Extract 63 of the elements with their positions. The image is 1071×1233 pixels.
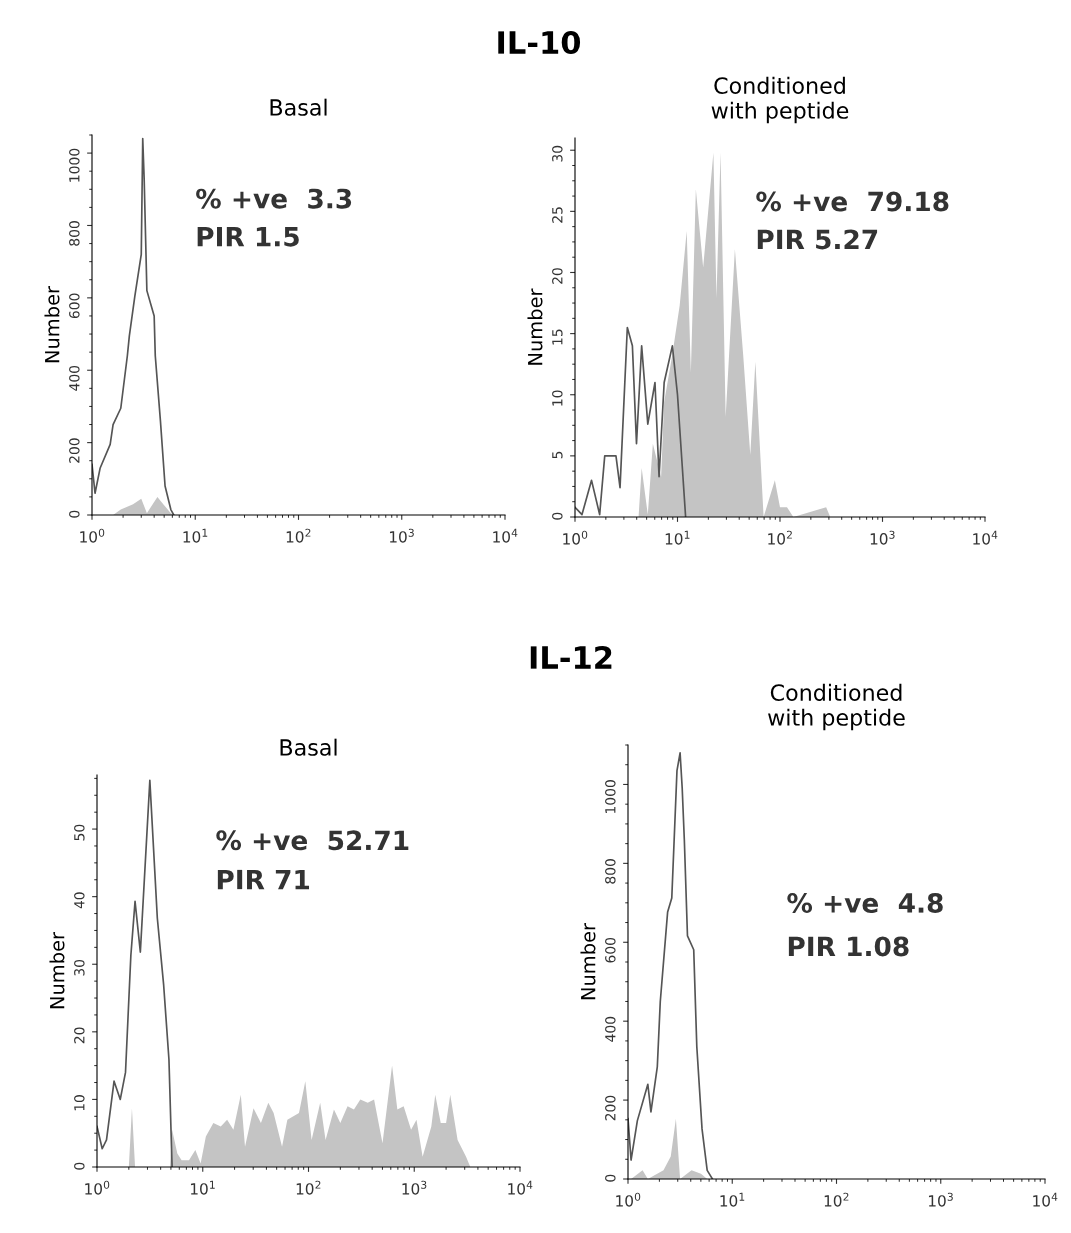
y-axis-title: Number: [527, 288, 543, 365]
x-tick-label: 10$^{3}$: [870, 530, 895, 545]
annotation: PIR 5.27: [757, 229, 878, 250]
y-tick-label: 1000: [605, 780, 616, 813]
annotation: % +ve 4.8: [787, 893, 943, 913]
x-tick-label: 10$^{3}$: [402, 1180, 427, 1195]
x-tick-label: 10$^{1}$: [720, 1192, 745, 1207]
y-tick-label: 0: [552, 512, 563, 520]
x-tick-label: 10$^{4}$: [508, 1180, 533, 1195]
x-tick-label: 10$^{3}$: [928, 1192, 953, 1207]
chart-subtitle: Conditioned with peptide: [768, 683, 905, 731]
x-tick-label: 10$^{1}$: [665, 530, 690, 545]
annotation: % +ve 79.18: [756, 191, 949, 212]
y-tick-label: 200: [605, 1095, 616, 1121]
y-tick-label: 800: [605, 859, 616, 884]
annotation: PIR 71: [217, 869, 310, 890]
y-tick-label: 30: [552, 145, 563, 162]
x-tick-label: 10$^{0}$: [616, 1192, 641, 1207]
x-tick-label: 10$^{1}$: [183, 528, 208, 543]
y-axis-title: Number: [49, 931, 65, 1009]
y-tick-label: 0: [69, 510, 80, 518]
y-axis-title: Number: [580, 922, 596, 1000]
annotation: PIR 1.08: [788, 936, 909, 957]
y-tick-label: 25: [552, 207, 563, 223]
x-tick-label: 10$^{4}$: [1033, 1192, 1058, 1207]
y-tick-label: 40: [74, 892, 85, 909]
y-tick-label: 400: [605, 1016, 616, 1042]
y-tick-label: 30: [74, 959, 85, 976]
chart-subtitle: Basal: [280, 738, 337, 756]
y-tick-label: 10: [552, 390, 563, 406]
chart-title: IL-10: [498, 30, 581, 55]
y-tick-label: 15: [552, 329, 563, 345]
x-tick-label: 10$^{3}$: [389, 528, 414, 543]
y-tick-label: 10: [74, 1095, 85, 1111]
y-tick-label: 0: [605, 1174, 616, 1182]
annotation: % +ve 3.3: [196, 188, 352, 209]
y-tick-label: 20: [552, 268, 563, 284]
y-tick-label: 5: [552, 451, 563, 459]
y-tick-label: 20: [74, 1027, 85, 1044]
x-tick-label: 10$^{0}$: [80, 528, 105, 543]
x-tick-label: 10$^{2}$: [824, 1192, 849, 1207]
x-tick-label: 10$^{4}$: [973, 530, 998, 545]
chart-subtitle: Conditioned with peptide: [711, 76, 849, 124]
chart-subtitle: Basal: [270, 98, 327, 116]
x-tick-label: 10$^{2}$: [768, 530, 792, 545]
x-tick-label: 10$^{2}$: [286, 528, 311, 543]
y-tick-label: 1000: [69, 148, 80, 182]
x-tick-label: 10$^{0}$: [563, 530, 588, 545]
y-tick-label: 200: [69, 438, 80, 463]
y-tick-label: 0: [74, 1162, 85, 1170]
x-tick-label: 10$^{2}$: [296, 1180, 321, 1195]
y-tick-label: 600: [605, 937, 616, 963]
x-tick-label: 10$^{4}$: [493, 528, 518, 543]
y-tick-label: 800: [69, 221, 80, 246]
y-tick-label: 600: [69, 293, 80, 319]
x-tick-label: 10$^{1}$: [190, 1180, 215, 1195]
chart-title: IL-12: [530, 645, 612, 669]
y-tick-label: 400: [69, 365, 80, 391]
x-tick-label: 10$^{0}$: [85, 1180, 110, 1195]
y-axis-title: Number: [44, 285, 60, 363]
annotation: PIR 1.5: [197, 227, 299, 247]
y-tick-label: 50: [74, 824, 85, 841]
annotation: % +ve 52.71: [216, 830, 409, 851]
